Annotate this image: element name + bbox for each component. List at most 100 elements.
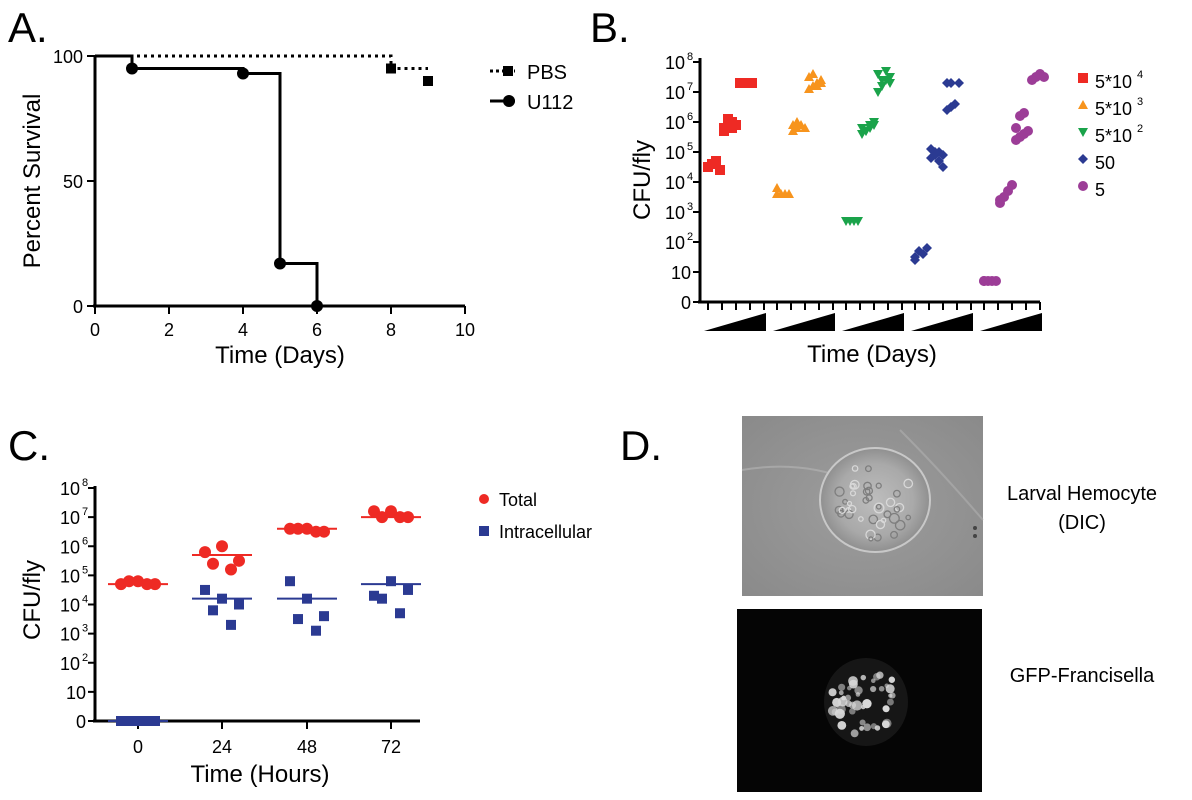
gfp-caption: GFP-Francisella [1010, 665, 1155, 687]
b-point-2-2-0 [873, 88, 883, 97]
a-point-0-0 [386, 63, 396, 74]
dic-granule-27 [851, 465, 859, 472]
dic-granule-15 [892, 489, 901, 498]
a-point-1-0 [126, 62, 138, 75]
dic-granule-30 [862, 496, 870, 504]
a-curve-1 [95, 54, 319, 306]
gfp-granule-43 [834, 708, 845, 719]
b-ytick-label-3-exp: 3 [687, 201, 693, 213]
c-ytick-label-8-base: 10 [60, 479, 80, 499]
c-ytick-label-7: 10 7 [60, 506, 88, 528]
c-point-1-0-1 [133, 716, 143, 726]
b-dose-wedge-0 [704, 313, 766, 331]
c-point-1-1-4 [226, 619, 236, 630]
b-point-2-0-3 [853, 217, 863, 226]
c-ytick-label-3-base: 10 [60, 625, 80, 645]
b-point-1-2-5 [808, 69, 818, 78]
b-point-1-2-7 [816, 78, 826, 87]
dic-granule-38 [880, 517, 887, 524]
b-point-2-2-4 [873, 70, 883, 79]
gfp-granule-14 [870, 685, 877, 693]
gfp-granule-25 [881, 720, 890, 729]
b-legend-exp-2: 2 [1137, 123, 1143, 135]
b-legend-label-0: 5*10 [1095, 72, 1132, 92]
dic-granule-13 [883, 510, 892, 519]
b-ytick-label-3: 10 3 [665, 201, 693, 223]
c-legend-marker-0 [479, 494, 489, 504]
c-ytick-label-7-exp: 7 [82, 506, 88, 518]
dic-granule-24 [834, 505, 844, 515]
a-point-0-1 [423, 76, 433, 86]
dic-granule-29 [834, 486, 845, 497]
b-point-2-2-5 [877, 76, 887, 85]
b-ytick-label-8-exp: 8 [687, 51, 693, 63]
b-ytick-label-2-base: 10 [665, 233, 685, 253]
gfp-granule-19 [849, 708, 856, 715]
dic-caption-line2: (DIC) [1058, 512, 1106, 534]
gfp-granule-13 [850, 729, 859, 738]
b-point-3-0-4 [910, 255, 920, 265]
b-dose-wedge-1 [773, 313, 835, 331]
b-ytick-label-2-exp: 2 [687, 231, 693, 243]
a-point-1-3 [311, 300, 323, 312]
a-x-label: Time (Days) [215, 342, 345, 369]
b-point-1-0-4 [772, 183, 782, 192]
b-legend-marker-4 [1078, 181, 1088, 191]
c-ytick-label-0-base: 0 [76, 712, 86, 732]
c-y-label: CFU/fly [19, 560, 46, 640]
gfp-granule-7 [837, 696, 848, 707]
b-dose-wedge-4 [980, 313, 1042, 331]
b-point-4-1-4 [995, 195, 1005, 205]
a-xtick-label-1: 2 [164, 320, 174, 340]
c-xtick-label-0: 0 [133, 737, 143, 757]
b-ytick-label-3-base: 10 [665, 203, 685, 223]
c-point-0-2-4 [310, 525, 322, 538]
b-ytick-label-7-exp: 7 [687, 81, 693, 93]
dic-granule-28 [875, 503, 882, 510]
a-xtick-label-0: 0 [90, 320, 100, 340]
b-legend-label-2: 5*10 [1095, 126, 1132, 146]
b-x-label: Time (Days) [807, 341, 937, 368]
c-point-0-3-3 [376, 511, 388, 524]
b-ytick-label-1-base: 10 [671, 263, 691, 283]
c-legend-marker-1 [479, 526, 489, 536]
c-point-1-2-3 [293, 614, 303, 625]
gfp-granule-9 [854, 686, 863, 695]
panel-label-b: B. [590, 4, 630, 51]
c-point-0-1-0 [199, 546, 211, 559]
c-point-1-0-3 [124, 716, 134, 726]
dic-granule-23 [849, 483, 856, 490]
b-point-4-1-3 [1007, 180, 1017, 190]
c-ytick-label-5-exp: 5 [82, 564, 88, 576]
dic-granule-37 [905, 514, 912, 521]
dic-granule-32 [875, 482, 882, 489]
b-point-0-1-9 [723, 114, 733, 124]
c-ytick-label-5: 10 5 [60, 564, 88, 586]
gfp-granule-12 [874, 725, 881, 731]
c-point-1-0-4 [142, 716, 152, 726]
c-legend-label-1: Intracellular [499, 522, 592, 542]
b-point-1-0-3 [784, 189, 794, 198]
gfp-granule-41 [886, 698, 894, 706]
dic-granule-22 [868, 536, 874, 542]
b-dose-wedge-3 [911, 313, 973, 331]
dic-granule-19 [903, 478, 914, 489]
b-point-0-2-3 [747, 78, 757, 88]
c-ytick-label-8-exp: 8 [82, 477, 88, 489]
c-point-0-1-4 [225, 563, 237, 576]
dic-granule-9 [849, 490, 857, 497]
b-point-3-1-5 [930, 147, 940, 157]
dic-granule-17 [868, 514, 879, 525]
c-legend-label-0: Total [499, 490, 537, 510]
c-point-1-3-1 [386, 576, 396, 587]
b-ytick-label-0: 0 [681, 293, 691, 313]
gfp-granule-6 [848, 679, 858, 689]
b-point-2-1-5 [861, 127, 871, 136]
dic-granule-25 [894, 519, 906, 531]
dic-granule-39 [847, 504, 857, 514]
c-ytick-label-3-exp: 3 [82, 623, 88, 635]
b-point-3-2-3 [954, 78, 964, 88]
panel-label-d: D. [620, 422, 662, 469]
